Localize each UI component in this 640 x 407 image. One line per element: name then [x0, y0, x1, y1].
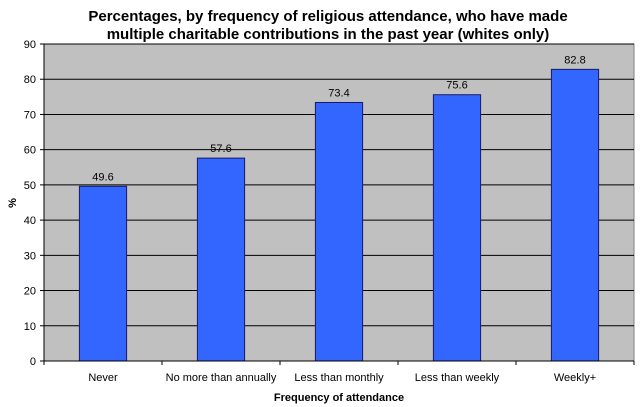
- x-tick-label: Less than monthly: [294, 372, 384, 384]
- bar-3: [314, 101, 364, 362]
- x-axis-label: Frequency of attendance: [274, 392, 404, 404]
- y-tick-label: 60: [24, 145, 36, 157]
- y-tick-label: 90: [24, 39, 36, 51]
- data-label: 73.4: [328, 87, 349, 99]
- chart-title-line-2: multiple charitable contributions in the…: [107, 26, 550, 43]
- y-axis-label: %: [7, 198, 19, 208]
- y-tick-label: 70: [24, 109, 36, 121]
- y-tick-label: 30: [24, 250, 36, 262]
- x-tick-label: No more than annually: [166, 372, 277, 384]
- data-label: 82.8: [564, 54, 585, 66]
- y-tick-label: 20: [24, 286, 36, 298]
- y-tick-label: 10: [24, 321, 36, 333]
- bar-4: [432, 94, 482, 362]
- x-tick-label: Less than weekly: [415, 372, 500, 384]
- y-tick-label: 80: [24, 74, 36, 86]
- y-tick-label: 40: [24, 215, 36, 227]
- data-label: 75.6: [446, 80, 467, 92]
- y-axis-ticks: 0 10 20 30 40 50 60 70 80 90: [24, 39, 44, 368]
- bar-1: [78, 185, 128, 362]
- data-label: 57.6: [210, 143, 231, 155]
- chart-title-line-1: Percentages, by frequency of religious a…: [88, 8, 567, 25]
- y-tick-label: 50: [24, 180, 36, 192]
- y-tick-label: 0: [30, 356, 36, 368]
- x-axis-ticks: Never No more than annually Less than mont…: [43, 361, 635, 384]
- data-labels: 49.6 57.6 73.4 75.6 82.8: [92, 54, 585, 183]
- x-tick-label: Weekly+: [554, 372, 596, 384]
- bar-5: [550, 68, 600, 362]
- bar-2: [196, 157, 246, 362]
- bars: [78, 68, 600, 362]
- data-label: 49.6: [92, 171, 113, 183]
- x-tick-label: Never: [88, 372, 118, 384]
